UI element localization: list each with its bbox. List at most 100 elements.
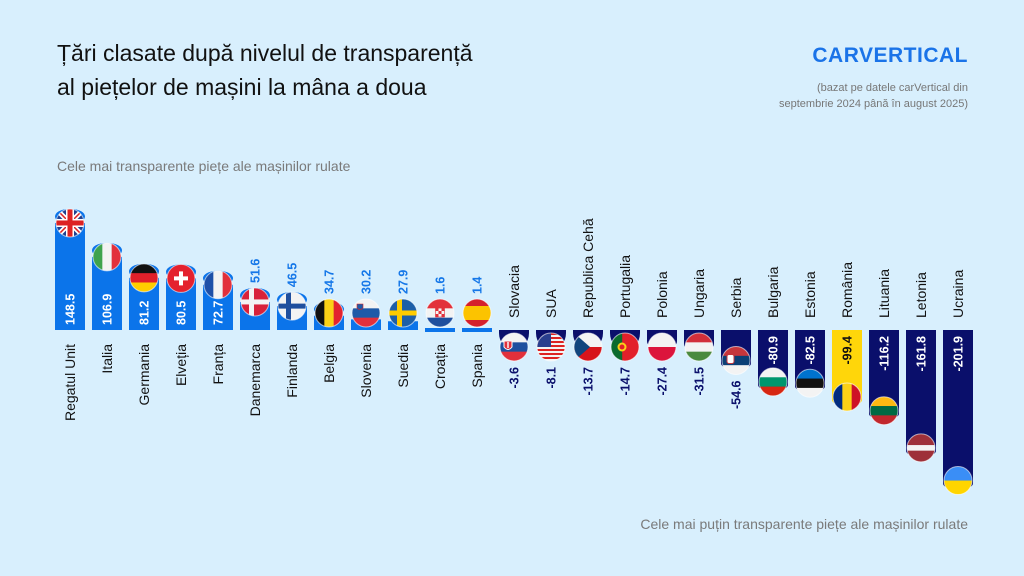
flag-latvia-icon <box>906 433 936 463</box>
value-label: 106.9 <box>101 294 115 325</box>
bar-group: -8.1 SUA <box>536 289 566 389</box>
value-label: 46.5 <box>286 263 300 287</box>
flag-italy-icon <box>92 242 122 272</box>
value-label: 72.7 <box>212 301 226 325</box>
bar-group: -13.7 Republica Cehă <box>573 218 603 396</box>
value-label: -161.8 <box>915 336 929 371</box>
category-label: Republica Cehă <box>580 218 596 318</box>
value-label: 30.2 <box>360 270 374 294</box>
flag-finland-icon <box>277 291 307 321</box>
value-label: 81.2 <box>138 301 152 325</box>
category-label: România <box>839 262 855 318</box>
category-label: Slovacia <box>506 265 522 318</box>
flag-germany-icon <box>129 263 159 293</box>
bar-group: -54.6 Serbia <box>721 277 751 409</box>
flag-serbia-icon <box>721 345 751 375</box>
bar-group: 27.9 Suedia <box>388 270 418 388</box>
category-label: SUA <box>543 289 559 318</box>
value-label: -27.4 <box>656 367 670 396</box>
flag-estonia-icon <box>795 368 825 398</box>
flag-ukraine-icon <box>943 466 973 496</box>
bar-group: -14.7 Portugalia <box>610 255 640 396</box>
category-label: Belgia <box>321 344 337 383</box>
top-annotation: Cele mai transparente piețe ale mașinilo… <box>57 158 351 174</box>
flag-poland-icon <box>647 332 677 362</box>
category-label: Franța <box>210 344 226 385</box>
category-label: Spania <box>469 344 485 388</box>
category-label: Serbia <box>728 277 744 318</box>
value-label: -13.7 <box>582 367 596 396</box>
category-label: Estonia <box>802 271 818 318</box>
value-label: 1.6 <box>434 277 448 294</box>
flag-denmark-icon <box>240 287 270 317</box>
flag-slovakia-icon <box>499 332 529 362</box>
category-label: Portugalia <box>617 255 633 318</box>
bar-group: 148.5 Regatul Unit <box>55 208 85 421</box>
flag-spain-icon <box>462 298 492 328</box>
bar-group: -80.9 Bulgaria <box>758 266 788 397</box>
bar-group: -31.5 Ungaria <box>684 269 714 396</box>
category-label: Germania <box>136 344 152 406</box>
bar-group: -3.6 Slovacia <box>499 265 529 389</box>
value-label: 51.6 <box>249 259 263 283</box>
flag-hungary-icon <box>684 332 714 362</box>
category-label: Letonia <box>913 272 929 318</box>
bar <box>906 330 936 449</box>
bar-group: -201.9 Ucraina <box>943 270 973 496</box>
bottom-annotation: Cele mai puțin transparente piețe ale ma… <box>640 516 968 532</box>
category-label: Lituania <box>876 269 892 318</box>
source-note-line-1: (bazat pe datele carVertical din <box>816 82 968 94</box>
bar-group: -116.2 Lituania <box>869 269 899 426</box>
value-label: -116.2 <box>878 336 892 371</box>
category-label: Elveția <box>173 344 189 386</box>
category-label: Croația <box>432 344 448 389</box>
value-label: 80.5 <box>175 301 189 325</box>
bar <box>462 328 492 330</box>
bar <box>943 330 973 482</box>
flag-sweden-icon <box>388 298 418 328</box>
value-label: -201.9 <box>952 336 966 371</box>
value-label: -54.6 <box>730 380 744 409</box>
bar <box>388 328 418 330</box>
flag-belgium-icon <box>314 298 344 328</box>
chart-title: Țări clasate după nivelul de transparenț… <box>57 36 473 104</box>
bar-group: 81.2 Germania <box>129 263 159 406</box>
title-line-2: al piețelor de mașini la mâna a doua <box>57 74 427 100</box>
category-label: Slovenia <box>358 344 374 398</box>
value-label: -31.5 <box>693 367 707 396</box>
bar <box>55 222 85 330</box>
bar <box>462 330 492 332</box>
bar-group: 30.2 Slovenia <box>351 270 381 398</box>
value-label: -80.9 <box>767 336 781 365</box>
category-label: Ucraina <box>950 270 966 318</box>
bar-group: -99.4 România <box>832 262 862 412</box>
category-label: Regatul Unit <box>62 344 78 421</box>
bar-group: -161.8 Letonia <box>906 272 936 463</box>
category-label: Italia <box>99 344 115 374</box>
bar-group: -27.4 Polonia <box>647 271 677 396</box>
bar-group: 1.4 Spania <box>462 277 492 388</box>
flag-romania-icon <box>832 382 862 412</box>
value-label: 27.9 <box>397 270 411 294</box>
bar-group: -82.5 Estonia <box>795 271 825 398</box>
bar-group: 106.9 Italia <box>92 242 122 374</box>
flag-bulgaria-icon <box>758 367 788 397</box>
category-label: Suedia <box>395 344 411 388</box>
source-note: (bazat pe datele carVertical din septemb… <box>779 80 968 112</box>
flag-czechia-icon <box>573 332 603 362</box>
source-note-line-2: septembrie 2024 până în august 2025) <box>779 98 968 110</box>
value-label: -8.1 <box>545 367 559 389</box>
bar <box>351 328 381 330</box>
flag-croatia-icon <box>425 298 455 328</box>
bar-group: 1.6 Croația <box>425 277 455 389</box>
carvertical-logo: carVertical <box>812 44 968 67</box>
bar-group: 51.6 Danemarca <box>240 259 270 416</box>
title-line-1: Țări clasate după nivelul de transparenț… <box>57 40 473 66</box>
bar-group: 46.5 Finlanda <box>277 263 307 398</box>
flag-switzerland-icon <box>166 263 196 293</box>
bar-group: 72.7 Franța <box>203 270 233 385</box>
value-label: 148.5 <box>64 294 78 325</box>
value-label: 34.7 <box>323 270 337 294</box>
value-label: -3.6 <box>508 367 522 389</box>
value-label: -14.7 <box>619 367 633 396</box>
